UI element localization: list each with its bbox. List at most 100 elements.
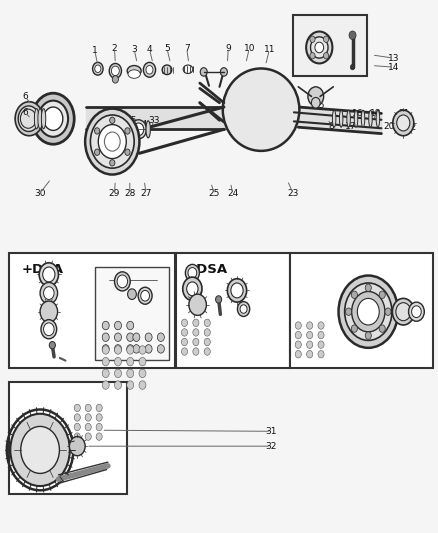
Text: 36: 36 <box>105 119 117 128</box>
Circle shape <box>85 433 91 440</box>
Text: 11: 11 <box>263 45 275 54</box>
Text: 9: 9 <box>225 44 230 53</box>
Circle shape <box>127 289 136 300</box>
Circle shape <box>192 338 198 346</box>
Circle shape <box>181 329 187 336</box>
Text: 29: 29 <box>109 189 120 198</box>
Bar <box>95 266 169 360</box>
Circle shape <box>357 298 378 325</box>
Circle shape <box>204 319 210 327</box>
Circle shape <box>131 120 146 139</box>
Circle shape <box>102 346 109 354</box>
Circle shape <box>307 87 323 106</box>
Circle shape <box>157 345 164 353</box>
Text: 33: 33 <box>148 116 159 125</box>
Circle shape <box>411 306 420 318</box>
Circle shape <box>85 414 91 421</box>
Ellipse shape <box>375 110 379 127</box>
Text: 13: 13 <box>387 54 399 62</box>
Ellipse shape <box>353 110 357 127</box>
Circle shape <box>384 308 390 316</box>
Text: 17: 17 <box>344 122 356 131</box>
Circle shape <box>200 68 207 76</box>
Circle shape <box>39 263 58 286</box>
Circle shape <box>110 117 115 124</box>
Circle shape <box>102 369 109 377</box>
Circle shape <box>338 276 397 348</box>
Circle shape <box>306 332 312 339</box>
Circle shape <box>38 101 68 137</box>
Circle shape <box>187 268 196 278</box>
Circle shape <box>133 123 144 136</box>
Circle shape <box>364 332 371 340</box>
Circle shape <box>317 351 323 358</box>
Circle shape <box>15 102 43 136</box>
Circle shape <box>74 414 80 421</box>
Text: 5: 5 <box>164 44 170 53</box>
Text: 1: 1 <box>92 46 97 55</box>
Circle shape <box>305 31 332 63</box>
Circle shape <box>141 290 149 301</box>
Circle shape <box>396 115 409 131</box>
Circle shape <box>204 329 210 336</box>
Circle shape <box>408 302 424 321</box>
Text: 30: 30 <box>34 189 46 198</box>
Circle shape <box>127 346 134 354</box>
Circle shape <box>139 369 146 377</box>
Circle shape <box>74 433 80 440</box>
Circle shape <box>306 322 312 329</box>
Text: 10: 10 <box>243 44 254 53</box>
Text: 35: 35 <box>125 116 137 125</box>
Circle shape <box>294 332 300 339</box>
Ellipse shape <box>368 110 371 127</box>
Ellipse shape <box>222 68 299 151</box>
Circle shape <box>94 128 99 134</box>
Circle shape <box>40 282 57 304</box>
Circle shape <box>20 109 36 128</box>
Circle shape <box>102 358 109 366</box>
Text: 23: 23 <box>287 189 298 198</box>
Circle shape <box>112 76 118 83</box>
Circle shape <box>237 302 249 317</box>
Circle shape <box>74 404 80 411</box>
Circle shape <box>344 283 391 341</box>
Circle shape <box>378 291 385 298</box>
Text: −DSA: −DSA <box>185 263 227 276</box>
Text: 21: 21 <box>398 109 409 118</box>
Circle shape <box>85 404 91 411</box>
Bar <box>290 253 431 368</box>
Circle shape <box>95 65 101 72</box>
Circle shape <box>18 106 39 132</box>
Circle shape <box>127 369 134 377</box>
Circle shape <box>43 287 54 300</box>
Text: 25: 25 <box>208 189 219 198</box>
Circle shape <box>145 345 152 353</box>
Circle shape <box>182 277 201 301</box>
Circle shape <box>350 291 357 298</box>
Circle shape <box>102 381 109 389</box>
Text: 3: 3 <box>131 45 137 54</box>
Circle shape <box>102 333 109 342</box>
Circle shape <box>145 333 152 342</box>
Ellipse shape <box>332 110 335 127</box>
Circle shape <box>323 53 328 59</box>
Circle shape <box>114 345 121 353</box>
Circle shape <box>185 264 199 281</box>
Circle shape <box>181 348 187 356</box>
Circle shape <box>364 284 371 292</box>
Circle shape <box>98 125 126 159</box>
Circle shape <box>350 325 357 332</box>
Circle shape <box>139 358 146 366</box>
Circle shape <box>317 332 323 339</box>
Circle shape <box>92 62 103 75</box>
Circle shape <box>102 345 109 353</box>
Circle shape <box>192 329 198 336</box>
Circle shape <box>311 98 319 108</box>
Circle shape <box>114 272 130 291</box>
Circle shape <box>204 348 210 356</box>
Circle shape <box>96 423 102 431</box>
Circle shape <box>117 275 127 288</box>
Circle shape <box>306 351 312 358</box>
Text: 14: 14 <box>387 63 399 71</box>
Circle shape <box>345 308 351 316</box>
